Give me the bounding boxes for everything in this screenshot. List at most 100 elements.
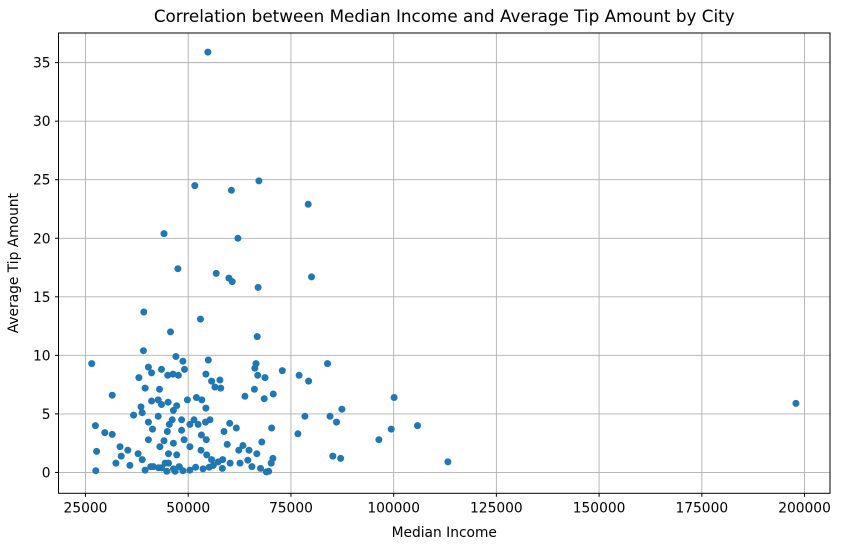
data-point xyxy=(324,360,331,368)
y-tick-label: 5 xyxy=(42,407,51,423)
data-point xyxy=(112,459,120,467)
y-tick-label: 30 xyxy=(33,114,51,130)
data-point xyxy=(108,430,116,438)
data-point xyxy=(234,234,242,242)
data-point xyxy=(91,422,99,430)
data-point xyxy=(135,374,143,382)
data-point xyxy=(241,392,249,400)
gridlines xyxy=(58,33,830,494)
data-point xyxy=(141,466,149,474)
data-point xyxy=(192,394,200,401)
data-point xyxy=(154,412,162,420)
data-point xyxy=(202,418,209,426)
data-point xyxy=(191,182,199,190)
y-tick-label: 20 xyxy=(33,231,51,247)
data-point xyxy=(124,446,132,454)
data-point xyxy=(138,409,146,417)
x-tick-label: 75000 xyxy=(269,500,313,516)
data-point xyxy=(257,464,264,472)
data-point xyxy=(268,424,276,432)
data-point xyxy=(134,450,142,458)
data-point xyxy=(186,443,194,451)
data-point xyxy=(186,420,194,428)
data-point xyxy=(375,436,383,444)
data-point xyxy=(160,437,168,445)
x-tick-label: 100000 xyxy=(367,500,420,516)
data-point xyxy=(202,370,210,378)
data-point xyxy=(116,443,124,451)
data-point xyxy=(92,467,100,475)
data-point xyxy=(245,446,253,454)
data-point xyxy=(414,422,421,430)
data-point xyxy=(220,428,228,435)
plot-frame xyxy=(58,32,831,494)
data-point xyxy=(203,451,211,459)
data-point xyxy=(130,411,138,419)
data-point xyxy=(337,454,345,462)
data-point xyxy=(88,360,96,368)
data-point xyxy=(208,456,216,464)
data-point xyxy=(148,369,156,377)
data-point xyxy=(144,418,152,426)
data-point xyxy=(180,436,188,444)
x-tick-labels: 25000 50000 75000 100000 125000 150000 175000 2… xyxy=(64,500,831,516)
data-point xyxy=(172,353,180,360)
data-point xyxy=(294,430,302,438)
y-tick-label: 15 xyxy=(33,290,51,306)
y-tick-label: 0 xyxy=(42,465,51,481)
data-point xyxy=(197,446,205,454)
data-point xyxy=(179,357,187,365)
data-point xyxy=(117,452,125,460)
data-point xyxy=(173,451,181,459)
data-point xyxy=(169,370,177,378)
data-point xyxy=(190,416,198,424)
data-point xyxy=(304,200,312,208)
data-point xyxy=(305,377,313,385)
data-point xyxy=(214,458,222,466)
data-point xyxy=(126,461,134,469)
data-point xyxy=(228,278,236,286)
tick-marks xyxy=(55,62,806,497)
data-point xyxy=(178,426,186,434)
data-point xyxy=(216,376,224,384)
data-point xyxy=(250,385,258,393)
data-point xyxy=(333,418,340,426)
data-point xyxy=(444,458,452,466)
data-point xyxy=(254,371,262,379)
x-axis-label: Median Income xyxy=(392,525,497,541)
data-point xyxy=(308,273,315,281)
data-point xyxy=(226,419,234,427)
data-point xyxy=(248,463,256,471)
x-tick-label: 150000 xyxy=(573,500,626,516)
data-point xyxy=(223,440,231,448)
data-point xyxy=(174,371,182,379)
data-point xyxy=(169,439,177,447)
data-point xyxy=(165,420,173,428)
data-point xyxy=(183,396,191,404)
data-point xyxy=(254,283,262,291)
data-point xyxy=(137,403,145,411)
data-point xyxy=(261,374,269,382)
y-tick-label: 10 xyxy=(33,348,51,364)
data-point xyxy=(167,328,174,336)
data-point xyxy=(253,450,261,458)
data-point xyxy=(163,467,171,475)
data-point xyxy=(186,466,194,474)
data-point xyxy=(236,459,244,467)
data-point xyxy=(295,371,303,379)
data-point xyxy=(267,459,275,467)
data-point xyxy=(239,442,247,449)
data-point xyxy=(93,447,101,455)
chart-title: Correlation between Median Income and Av… xyxy=(154,6,735,26)
data-point xyxy=(101,429,109,437)
data-point xyxy=(179,467,187,475)
data-point xyxy=(255,177,263,185)
data-point xyxy=(326,412,334,420)
data-point xyxy=(232,424,240,432)
x-tick-label: 25000 xyxy=(64,500,108,516)
y-tick-label: 25 xyxy=(33,173,51,189)
data-point xyxy=(198,396,206,404)
data-point xyxy=(338,405,346,413)
data-point xyxy=(792,399,800,407)
